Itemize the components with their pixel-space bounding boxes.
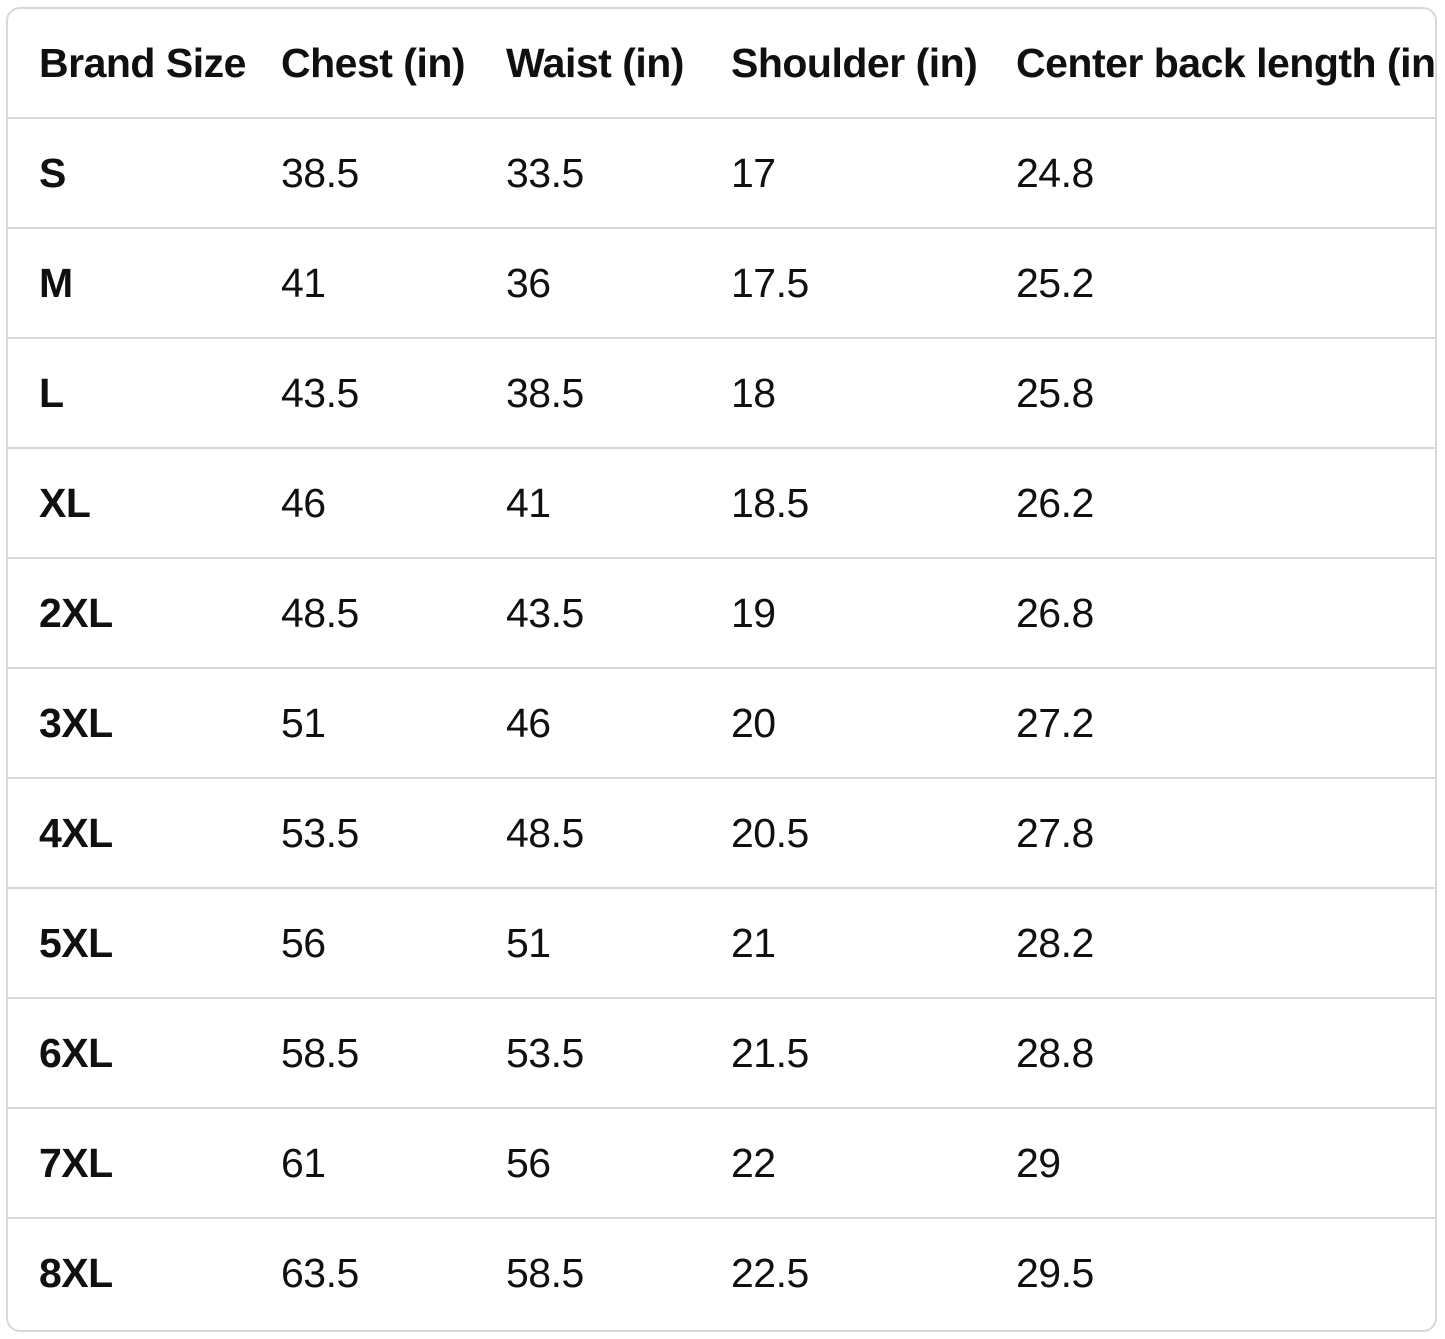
table-row: XL 46 41 18.5 26.2	[8, 447, 1435, 558]
brand-size-cell: 3XL	[8, 667, 250, 778]
brand-size-cell: L	[8, 337, 250, 448]
table-row: 8XL 63.5 58.5 22.5 29.5	[8, 1217, 1435, 1327]
brand-size-cell: 4XL	[8, 777, 250, 888]
waist-cell: 43.5	[475, 557, 700, 668]
waist-cell: 48.5	[475, 777, 700, 888]
shoulder-cell: 21.5	[700, 997, 985, 1108]
table-row: 6XL 58.5 53.5 21.5 28.8	[8, 997, 1435, 1108]
shoulder-cell: 22.5	[700, 1217, 985, 1327]
waist-cell: 38.5	[475, 337, 700, 448]
shoulder-cell: 20.5	[700, 777, 985, 888]
shoulder-cell: 21	[700, 887, 985, 998]
center-back-length-cell: 25.8	[985, 337, 1435, 448]
waist-cell: 51	[475, 887, 700, 998]
header-brand-size: Brand Size	[39, 39, 246, 86]
chest-cell: 61	[250, 1107, 475, 1218]
shoulder-cell: 19	[700, 557, 985, 668]
brand-size-cell: 2XL	[8, 557, 250, 668]
center-back-length-cell: 26.8	[985, 557, 1435, 668]
center-back-length-cell: 29	[985, 1107, 1435, 1218]
brand-size-cell: 5XL	[8, 887, 250, 998]
table-row: 2XL 48.5 43.5 19 26.8	[8, 557, 1435, 668]
chest-cell: 38.5	[250, 117, 475, 228]
brand-size-cell: S	[8, 117, 250, 228]
brand-size-cell: 7XL	[8, 1107, 250, 1218]
chest-cell: 41	[250, 227, 475, 338]
shoulder-cell: 17.5	[700, 227, 985, 338]
center-back-length-cell: 27.2	[985, 667, 1435, 778]
header-shoulder: Shoulder (in)	[731, 39, 978, 86]
header-waist: Waist (in)	[506, 39, 684, 86]
table-row: 5XL 56 51 21 28.2	[8, 887, 1435, 998]
table-row: L 43.5 38.5 18 25.8	[8, 337, 1435, 448]
shoulder-cell: 22	[700, 1107, 985, 1218]
center-back-length-cell: 25.2	[985, 227, 1435, 338]
chest-cell: 46	[250, 447, 475, 558]
waist-cell: 36	[475, 227, 700, 338]
table-header-row: Brand Size Chest (in) Waist (in) Shoulde…	[8, 9, 1435, 118]
header-chest: Chest (in)	[281, 39, 466, 86]
table-row: 7XL 61 56 22 29	[8, 1107, 1435, 1218]
waist-cell: 33.5	[475, 117, 700, 228]
chest-cell: 48.5	[250, 557, 475, 668]
chest-cell: 63.5	[250, 1217, 475, 1327]
waist-cell: 56	[475, 1107, 700, 1218]
brand-size-cell: 6XL	[8, 997, 250, 1108]
brand-size-cell: XL	[8, 447, 250, 558]
center-back-length-cell: 24.8	[985, 117, 1435, 228]
table-row: S 38.5 33.5 17 24.8	[8, 117, 1435, 228]
waist-cell: 58.5	[475, 1217, 700, 1327]
table-row: 4XL 53.5 48.5 20.5 27.8	[8, 777, 1435, 888]
chest-cell: 56	[250, 887, 475, 998]
center-back-length-cell: 29.5	[985, 1217, 1435, 1327]
header-center-back-length: Center back length (in)	[1016, 39, 1437, 86]
chest-cell: 58.5	[250, 997, 475, 1108]
brand-size-cell: 8XL	[8, 1217, 250, 1327]
size-chart-table: Brand Size Chest (in) Waist (in) Shoulde…	[6, 7, 1437, 1332]
waist-cell: 41	[475, 447, 700, 558]
chest-cell: 53.5	[250, 777, 475, 888]
shoulder-cell: 18.5	[700, 447, 985, 558]
shoulder-cell: 17	[700, 117, 985, 228]
shoulder-cell: 20	[700, 667, 985, 778]
shoulder-cell: 18	[700, 337, 985, 448]
center-back-length-cell: 26.2	[985, 447, 1435, 558]
chest-cell: 51	[250, 667, 475, 778]
chest-cell: 43.5	[250, 337, 475, 448]
center-back-length-cell: 28.8	[985, 997, 1435, 1108]
waist-cell: 46	[475, 667, 700, 778]
table-row: 3XL 51 46 20 27.2	[8, 667, 1435, 778]
brand-size-cell: M	[8, 227, 250, 338]
center-back-length-cell: 27.8	[985, 777, 1435, 888]
waist-cell: 53.5	[475, 997, 700, 1108]
table-row: M 41 36 17.5 25.2	[8, 227, 1435, 338]
center-back-length-cell: 28.2	[985, 887, 1435, 998]
size-table: Brand Size Chest (in) Waist (in) Shoulde…	[8, 9, 1435, 1327]
